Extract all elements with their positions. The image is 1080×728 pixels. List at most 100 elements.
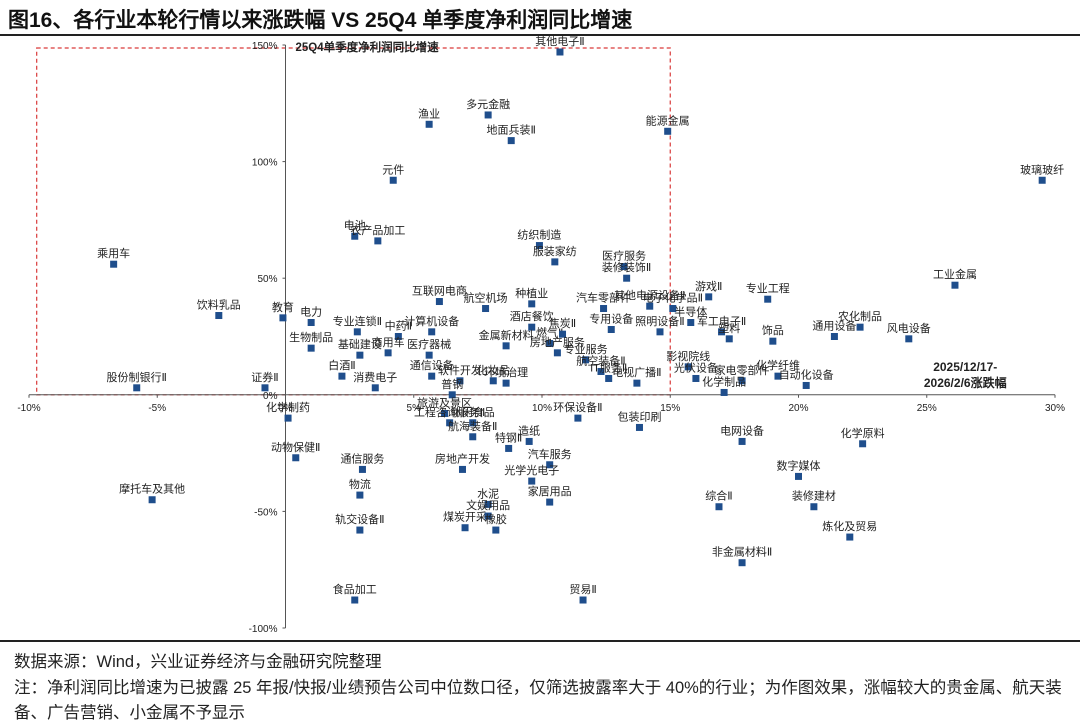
point-label: 照明设备Ⅱ <box>635 314 684 328</box>
data-point <box>684 363 692 371</box>
data-point <box>546 461 554 469</box>
x-axis-label: 2025/12/17- <box>933 360 997 374</box>
data-point <box>502 379 510 387</box>
point-label: 股份制银行Ⅱ <box>107 370 167 384</box>
point-label: 酒店餐饮 <box>510 309 554 323</box>
data-point <box>687 319 695 327</box>
point-label: 化学纤维 <box>756 358 800 372</box>
x-tick-label: 25% <box>917 403 937 414</box>
point-label: 多元金融 <box>466 97 510 111</box>
point-label: 农产品加工 <box>350 223 405 237</box>
data-point <box>715 503 723 511</box>
point-label: 光伏设备 <box>674 360 718 374</box>
point-label: 其他电源设备Ⅱ <box>614 288 685 302</box>
data-point <box>492 526 500 534</box>
point-label: 化妆品 <box>477 363 510 377</box>
point-label: 休闲食品 <box>451 405 495 419</box>
x-tick-label: 15% <box>660 403 680 414</box>
point-label: 工业金属 <box>933 267 977 281</box>
data-point <box>725 335 733 343</box>
data-point <box>358 465 366 473</box>
y-tick-label: -100% <box>249 624 278 635</box>
point-label: 地面兵装Ⅱ <box>487 124 536 137</box>
point-label: 互联网电商 <box>412 284 467 298</box>
data-point <box>802 381 810 389</box>
data-point <box>428 328 436 336</box>
point-label: 煤炭开采 <box>443 511 487 524</box>
point-label: 文娱用品 <box>466 498 510 512</box>
y-tick-label: 0% <box>263 391 278 402</box>
data-point <box>307 344 315 352</box>
point-label: 商用车 <box>372 335 405 349</box>
point-label: 化学制药 <box>266 400 310 414</box>
data-point <box>556 48 564 56</box>
point-label: 生物制品 <box>289 330 333 344</box>
data-point <box>720 388 728 396</box>
point-label: 航空装备Ⅱ <box>576 353 625 367</box>
data-point <box>428 372 436 380</box>
point-label: 专业服务 <box>564 342 608 356</box>
point-label: 数字媒体 <box>777 458 821 472</box>
footnote: 注：净利润同比增速为已披露 25 年报/快报/业绩预告公司中位数口径，仅筛选披露… <box>14 679 1062 722</box>
data-point <box>846 533 854 541</box>
point-label: 专用设备 <box>589 312 633 326</box>
point-label: 半导体 <box>674 305 707 319</box>
point-label: 电子化学品Ⅱ <box>643 291 703 305</box>
data-point <box>656 328 664 336</box>
point-label: 贸易Ⅱ <box>569 583 596 596</box>
data-point <box>456 377 464 385</box>
point-label: 通信设备 <box>410 358 454 372</box>
point-label: 化学原料 <box>841 426 885 440</box>
point-label: 水泥 <box>477 487 499 500</box>
data-point <box>469 419 477 427</box>
point-label: 汽车零部件 <box>576 291 631 305</box>
x-tick-label: 0% <box>278 403 293 414</box>
point-label: 电视广播Ⅱ <box>612 365 661 379</box>
data-point <box>1038 176 1046 184</box>
point-label: 动物保健Ⅱ <box>271 440 320 454</box>
point-label: 中药Ⅱ <box>385 320 412 333</box>
data-point <box>546 339 554 347</box>
data-point <box>764 295 772 303</box>
data-point <box>705 293 713 301</box>
data-point <box>279 314 287 322</box>
data-point <box>489 377 497 385</box>
x-tick-label: -5% <box>148 403 166 414</box>
data-point <box>371 384 379 392</box>
point-label: 元件 <box>382 163 404 176</box>
point-label: 焦炭Ⅱ <box>549 317 576 330</box>
point-label: 特钢Ⅱ <box>495 430 522 444</box>
point-label: 非金属材料Ⅱ <box>712 545 772 559</box>
point-label: 包装印刷 <box>617 410 661 423</box>
point-label: 摩托车及其他 <box>119 482 185 496</box>
data-point <box>664 127 672 135</box>
y-tick-label: -50% <box>254 507 277 518</box>
point-label: 纺织制造 <box>517 228 561 242</box>
point-label: 炼化及贸易 <box>822 519 877 533</box>
point-label: 家电零部件 <box>715 363 770 377</box>
point-label: 航海装备Ⅱ <box>448 419 497 433</box>
point-label: 航空机场 <box>464 291 508 305</box>
data-point <box>502 342 510 350</box>
data-point <box>215 312 223 320</box>
data-point <box>553 349 561 357</box>
x-tick-label: -10% <box>17 403 40 414</box>
point-label: 饰品 <box>762 323 784 337</box>
y-tick-label: 100% <box>252 158 278 169</box>
data-point <box>579 596 587 604</box>
point-label: 电网设备 <box>720 423 764 437</box>
top-rule <box>0 34 1080 36</box>
point-label: 风电设备 <box>887 321 931 335</box>
data-point <box>669 305 677 313</box>
data-point <box>559 330 567 338</box>
data-point <box>605 374 613 382</box>
point-label: 乘用车 <box>97 246 130 260</box>
x-tick-label: 20% <box>788 403 808 414</box>
data-point <box>356 351 364 359</box>
point-label: 塑料 <box>718 321 740 335</box>
point-label: 消费电子 <box>353 370 397 384</box>
data-point <box>633 379 641 387</box>
data-point <box>110 260 118 268</box>
data-point <box>738 559 746 567</box>
data-point <box>425 120 433 128</box>
